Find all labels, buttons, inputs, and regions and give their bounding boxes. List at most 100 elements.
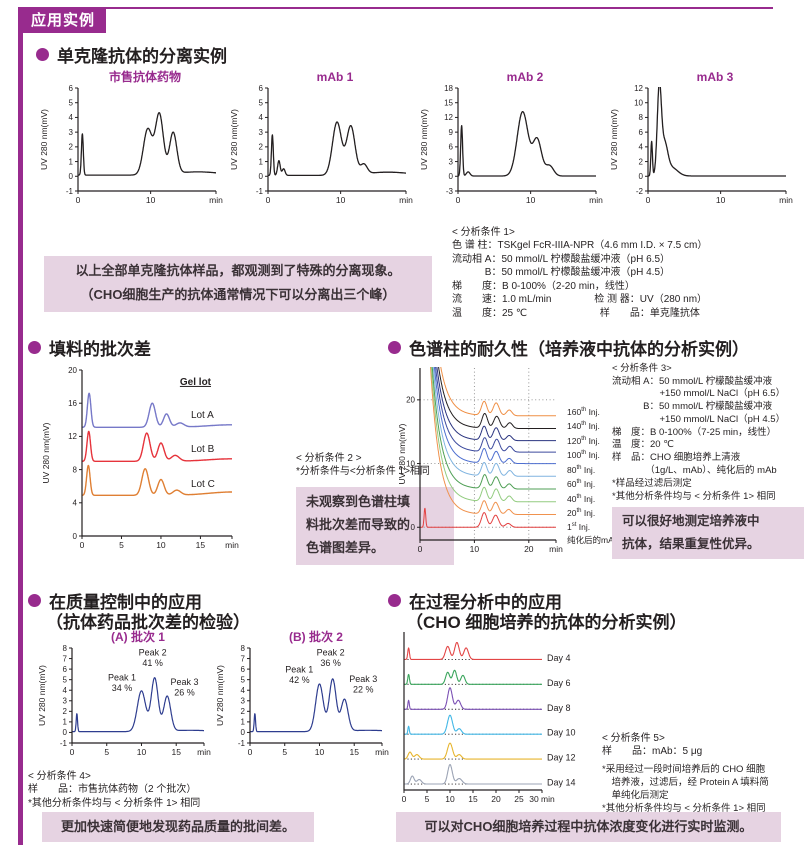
section-header-tab: 应用实例: [20, 8, 107, 33]
legend-item: 40th Inj.: [567, 493, 596, 504]
svg-text:12: 12: [68, 432, 77, 441]
text-line: *其他分析条件均与 < 分析条件 1> 相同: [602, 802, 766, 814]
svg-text:2: 2: [639, 157, 644, 166]
svg-text:0: 0: [646, 195, 651, 205]
svg-text:15: 15: [468, 794, 478, 804]
svg-text:6: 6: [63, 665, 68, 674]
svg-text:4: 4: [69, 113, 74, 122]
svg-text:-1: -1: [256, 187, 264, 196]
svg-text:2: 2: [241, 707, 246, 716]
chromatogram-commercial-antibody: 6 5 4 3 2 1 0 -1 0 10 min UV 280 nm(mV): [38, 84, 224, 220]
conditions-lines: 色 谱 柱：TSKgel FcR-IIIA-NPR（4.6 mm I.D. × …: [452, 239, 807, 320]
svg-text:6: 6: [639, 128, 644, 137]
conditions-title: < 分析条件 5>: [602, 733, 665, 744]
svg-text:-3: -3: [446, 187, 454, 196]
text-line: 单纯化后测定: [602, 789, 669, 801]
svg-text:8: 8: [241, 645, 246, 653]
note-lines: 更加快速简便地发现药品质量的批间差。: [42, 812, 314, 842]
svg-text:1: 1: [241, 718, 246, 727]
svg-text:0: 0: [456, 195, 461, 205]
conditions-title: < 分析条件 4>: [28, 771, 91, 782]
analysis-conditions-5: < 分析条件 5> 样 品：mAb：5 μg *采用经过一段时间培养后的 CHO…: [602, 732, 807, 815]
text-line: *样品经过滤后测定: [612, 477, 692, 489]
svg-text:5: 5: [63, 675, 68, 684]
chart-commercial-antibody: 市售抗体药物 6 5 4 3 2 1 0 -1 0 10 min UV 280 nm(mV): [38, 70, 224, 220]
chart-mab2: mAb 2 18 15 12 9 6 3 0 -3 0 10 min UV 280 nm(mV): [418, 70, 604, 220]
svg-text:5: 5: [104, 747, 109, 757]
analysis-conditions-3: < 分析条件 3> 流动相 A：50 mmol/L 柠檬酸盐缓冲液 +150 m…: [612, 363, 807, 503]
heading-monoclonal-separation: 单克隆抗体的分离实例: [36, 42, 227, 67]
svg-text:8: 8: [73, 465, 78, 474]
svg-text:min: min: [225, 540, 239, 550]
svg-text:UV 280 nm(mV): UV 280 nm(mV): [397, 423, 407, 484]
svg-text:3: 3: [69, 128, 74, 137]
svg-text:Peak 241 %: Peak 2 41 %: [139, 647, 167, 668]
text-line: B：50 mmol/L 柠檬酸盐缓冲液: [612, 401, 773, 413]
conditions-title: < 分析条件 3>: [612, 363, 672, 374]
chart-title: (A) 批次 1: [110, 630, 165, 644]
svg-text:-1: -1: [238, 739, 246, 748]
text-line: 培养液，过滤后，经 Protein A 填料简: [602, 776, 769, 788]
text-line: 样 品：市售抗体药物（2 个批次）: [28, 784, 197, 795]
svg-text:10: 10: [716, 195, 726, 205]
chromatogram-mab3: 12 10 8 6 4 2 0 -2 0 10 min UV 280 nm(mV): [608, 84, 794, 220]
text-line: +150 mmol/L NaCl（pH 6.5）: [612, 388, 786, 400]
text-line: 梯 度：B 0-100%（2-20 min，线性）: [452, 280, 635, 292]
svg-text:10: 10: [315, 747, 325, 757]
text-line: 色 谱 柱：TSKgel FcR-IIIA-NPR（4.6 mm I.D. × …: [452, 240, 708, 251]
text-line: 色谱图差异。: [306, 540, 385, 555]
text-line: （CHO细胞生产的抗体通常情况下可以分离出三个峰）: [80, 287, 396, 302]
svg-text:Peak 236 %: Peak 2 36 %: [317, 647, 345, 668]
text-line: 温 度：25 ℃ 样 品：单克隆抗体: [452, 307, 700, 319]
bullet-icon: [28, 594, 41, 607]
svg-text:25: 25: [514, 794, 524, 804]
heading-text: 在过程分析中的应用: [409, 593, 562, 612]
svg-text:6: 6: [241, 665, 246, 674]
svg-text:3: 3: [259, 128, 264, 137]
svg-text:18: 18: [444, 85, 453, 93]
note-lines: 未观察到色谱柱填 料批次差而导致的 色谱图差异。: [306, 490, 444, 559]
note-lines: 可以很好地测定培养液中 抗体，结果重复性优异。: [622, 510, 794, 556]
svg-text:15: 15: [349, 747, 359, 757]
svg-text:Peak 142 %: Peak 1 42 %: [285, 664, 313, 685]
svg-text:Lot A: Lot A: [191, 410, 214, 421]
text-line: （1g/L、mAb）、纯化后的 mAb: [612, 465, 777, 477]
svg-text:Day 4: Day 4: [547, 653, 571, 663]
svg-text:min: min: [589, 195, 603, 205]
svg-text:-1: -1: [60, 739, 68, 748]
svg-text:0: 0: [69, 172, 74, 181]
legend-item: 100th Inj.: [567, 450, 600, 461]
svg-text:Lot B: Lot B: [191, 444, 215, 455]
svg-text:4: 4: [639, 143, 644, 152]
conditions-notes: *采用经过一段时间培养后的 CHO 细胞 培养液，过滤后，经 Protein A…: [602, 763, 807, 815]
svg-text:0: 0: [248, 747, 253, 757]
svg-text:2: 2: [63, 707, 68, 716]
svg-text:0: 0: [411, 523, 416, 532]
chromatogram-mab1: 6 5 4 3 2 1 0 -1 0 10 min UV 280 nm(mV): [228, 84, 414, 220]
svg-text:min: min: [399, 195, 413, 205]
heading-text: 在质量控制中的应用: [49, 593, 202, 612]
text-line: 料批次差而导致的: [306, 517, 411, 532]
svg-text:min: min: [779, 195, 793, 205]
svg-text:15: 15: [196, 540, 206, 550]
svg-text:10: 10: [156, 540, 166, 550]
analysis-conditions-1: < 分析条件 1> 色 谱 柱：TSKgel FcR-IIIA-NPR（4.6 …: [452, 226, 807, 320]
text-line: +150 mmol/L NaCl（pH 4.5）: [612, 413, 786, 425]
svg-text:Day 8: Day 8: [547, 703, 571, 713]
svg-text:1: 1: [69, 157, 74, 166]
svg-text:UV 280 nm(mV): UV 280 nm(mV): [609, 109, 619, 170]
svg-text:4: 4: [73, 499, 78, 508]
text-line: *采用经过一段时间培养后的 CHO 细胞: [602, 763, 766, 775]
svg-text:3: 3: [241, 697, 246, 706]
svg-text:UV 280 nm(mV): UV 280 nm(mV): [215, 665, 225, 726]
svg-text:Lot C: Lot C: [191, 479, 215, 490]
svg-text:Day 6: Day 6: [547, 678, 571, 688]
text-line: *其他分析条件均与 < 分析条件 1> 相同: [28, 797, 201, 809]
left-rule: [18, 7, 23, 845]
conditions-title: < 分析条件 1>: [452, 227, 515, 238]
svg-text:0: 0: [80, 540, 85, 550]
svg-text:0: 0: [449, 172, 454, 181]
text-line: 样 品：CHO 细胞培养上清液: [612, 452, 741, 464]
svg-text:5: 5: [282, 747, 287, 757]
